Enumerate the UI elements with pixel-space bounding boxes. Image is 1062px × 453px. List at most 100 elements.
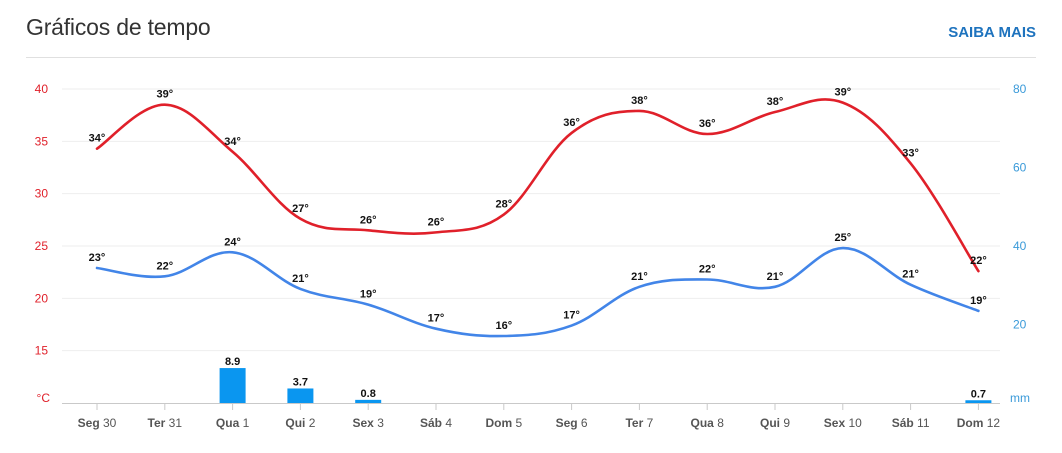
precip-label: 8.9 (225, 356, 240, 368)
x-tick-day: Dom (485, 416, 512, 430)
precip-label: 0.7 (971, 388, 986, 400)
x-tick-label: Seg 6 (556, 416, 588, 430)
y-right-unit-label: mm (1010, 391, 1030, 405)
min-temp-label: 21° (902, 269, 919, 281)
precip-bar (287, 388, 314, 403)
y-left-unit-label: °C (37, 391, 51, 405)
x-tick-date: 12 (983, 416, 1000, 430)
x-tick-date: 5 (512, 416, 522, 430)
precip-bar (219, 368, 246, 403)
min-temp-label: 21° (767, 271, 784, 283)
max-temp-label: 36° (699, 118, 716, 130)
max-temp-label: 28° (495, 199, 512, 211)
max-temp-label: 26° (360, 214, 377, 226)
x-tick-date: 10 (845, 416, 862, 430)
y-left-tick-label: 20 (35, 291, 49, 305)
max-temp-line (95, 98, 980, 273)
max-temp-label: 33° (902, 147, 919, 159)
x-tick-label: Dom 12 (957, 416, 1001, 430)
header-divider (26, 57, 1036, 58)
more-link[interactable]: SAIBA MAIS (948, 24, 1036, 41)
x-tick-day: Qua (216, 416, 240, 430)
y-left-tick-label: 40 (35, 82, 49, 96)
min-temp-label: 25° (834, 232, 851, 244)
min-temp-label: 21° (292, 273, 309, 285)
x-tick-label: Qui 2 (285, 416, 315, 430)
min-temp-label: 21° (631, 271, 648, 283)
max-temp-label: 38° (631, 95, 648, 107)
x-tick-date: 2 (305, 416, 315, 430)
x-tick-day: Seg (556, 416, 578, 430)
y-left-tick-label: 35 (35, 134, 49, 148)
y-right-tick-label: 80 (1013, 82, 1027, 96)
x-tick-label: Ter 7 (625, 416, 653, 430)
x-tick-day: Ter (148, 416, 166, 430)
temperature-lines (95, 98, 980, 338)
chart-header: Gráficos de tempo SAIBA MAIS (0, 0, 1062, 60)
max-temp-label: 34° (224, 136, 241, 148)
max-temp-label: 39° (834, 87, 851, 99)
x-tick-day: Qua (691, 416, 715, 430)
max-temp-label: 22° (970, 255, 987, 267)
max-temp-label: 38° (767, 96, 784, 108)
precip-bar (965, 400, 992, 403)
min-temp-label: 17° (428, 313, 445, 325)
x-tick-label: Qua 1 (216, 416, 250, 430)
max-temp-label: 26° (428, 216, 445, 228)
x-tick-day: Qui (285, 416, 305, 430)
x-tick-label: Sex 10 (824, 416, 862, 430)
max-temp-label: 39° (156, 89, 173, 101)
x-tick-date: 30 (100, 416, 117, 430)
min-temp-label: 16° (495, 320, 512, 332)
x-tick-label: Qua 8 (691, 416, 725, 430)
x-tick-day: Dom (957, 416, 984, 430)
x-tick-label: Sáb 11 (892, 416, 930, 430)
x-tick-label: Sex 3 (353, 416, 385, 430)
min-temp-label: 17° (563, 310, 580, 322)
x-tick-date: 6 (578, 416, 588, 430)
min-temp-label: 19° (970, 295, 987, 307)
x-tick-day: Ter (625, 416, 643, 430)
min-temp-label: 22° (156, 260, 173, 272)
min-temp-label: 24° (224, 236, 241, 248)
x-tick-day: Sex (824, 416, 846, 430)
precip-bar (355, 399, 382, 403)
min-temp-label: 22° (699, 263, 716, 275)
min-temp-line (95, 246, 980, 338)
y-left-tick-label: 25 (35, 239, 49, 253)
min-temp-label: 19° (360, 289, 377, 301)
x-tick-day: Sáb (420, 416, 442, 430)
x-tick-date: 8 (714, 416, 724, 430)
min-temp-label: 23° (89, 252, 106, 264)
x-tick-date: 3 (374, 416, 384, 430)
x-tick-date: 4 (442, 416, 452, 430)
precip-label: 0.8 (361, 388, 376, 400)
y-right-tick-label: 40 (1013, 239, 1027, 253)
x-tick-label: Dom 5 (485, 416, 522, 430)
max-temp-label: 27° (292, 203, 309, 215)
x-tick-label: Qui 9 (760, 416, 790, 430)
y-left-tick-label: 30 (35, 187, 49, 201)
x-tick-label: Seg 30 (78, 416, 117, 430)
x-tick-date: 9 (780, 416, 790, 430)
x-tick-label: Ter 31 (148, 416, 183, 430)
data-labels: 8.9 3.7 0.8 0.7 23° 22° 24° 21° 19° 17° 16° 17° 21° 2… (89, 87, 987, 401)
x-tick-day: Qui (760, 416, 780, 430)
x-tick-date: 11 (914, 416, 930, 430)
x-tick-date: 7 (643, 416, 653, 430)
y-left-tick-label: 15 (35, 344, 49, 358)
x-tick-date: 1 (239, 416, 249, 430)
precip-label: 3.7 (293, 376, 308, 388)
x-tick-date: 31 (165, 416, 182, 430)
precipitation-bars (219, 368, 992, 403)
x-tick-day: Sex (353, 416, 375, 430)
page-title: Gráficos de tempo (26, 14, 211, 40)
x-tick-day: Sáb (892, 416, 914, 430)
max-temp-label: 36° (563, 117, 580, 129)
y-right-tick-label: 60 (1013, 161, 1027, 175)
y-right-tick-label: 20 (1013, 318, 1027, 332)
x-tick-label: Sáb 4 (420, 416, 452, 430)
max-temp-label: 34° (89, 133, 106, 145)
